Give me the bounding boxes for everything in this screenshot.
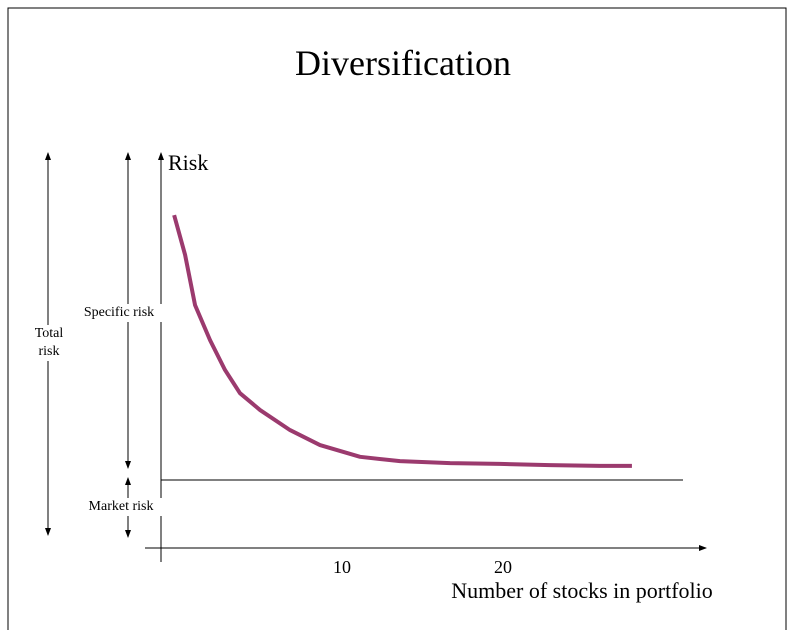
total-risk-label: Total risk [30,325,68,361]
y-axis-label: Risk [168,150,208,175]
x-tick-label: 20 [494,557,512,577]
specific-risk-label: Specific risk [73,304,165,322]
slide-border [7,7,787,630]
risk-curve [172,214,632,468]
market-risk-label: Market risk [75,498,167,516]
x-axis-label: Number of stocks in portfolio [451,578,713,603]
x-tick-label: 10 [333,557,351,577]
chart-title: Diversification [295,43,511,83]
